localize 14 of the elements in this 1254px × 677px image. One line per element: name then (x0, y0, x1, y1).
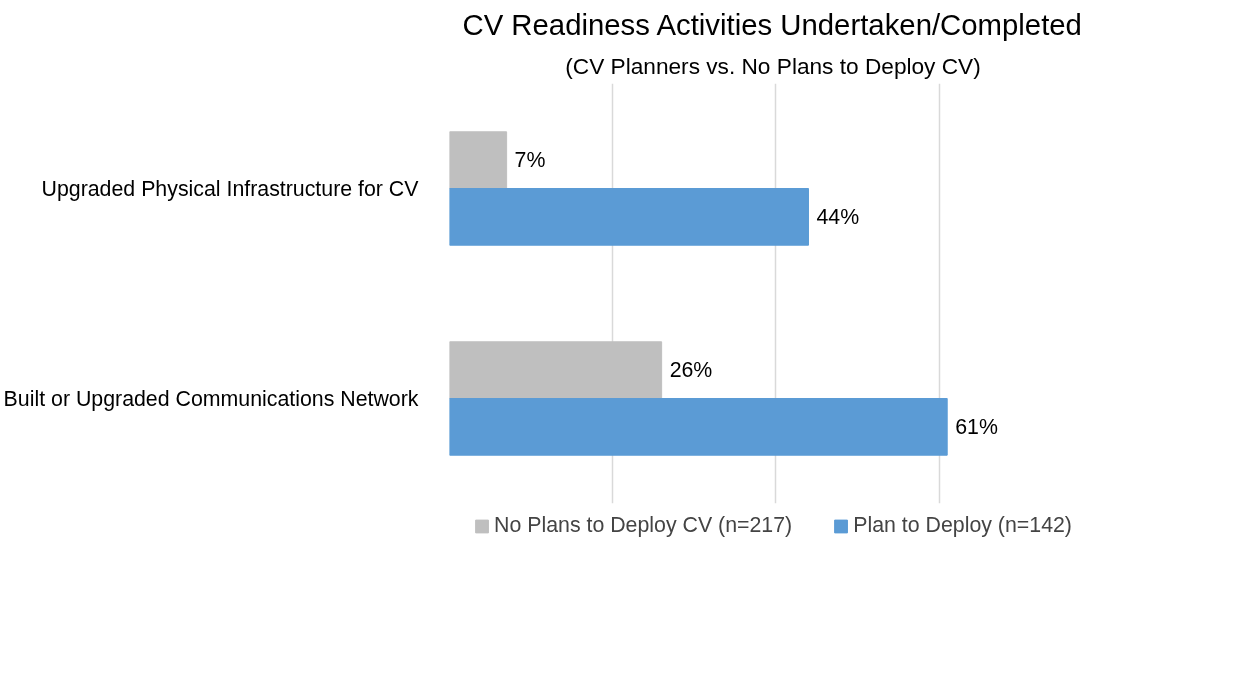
y-tick-label: Upgraded Physical Infrastructure for CV (41, 176, 420, 201)
data-label: 61% (955, 414, 998, 439)
bar (449, 131, 508, 189)
chart-subtitle: (CV Planners vs. No Plans to Deploy CV) (565, 52, 981, 79)
chart-title: CV Readiness Activities Undertaken/Completed (462, 7, 1082, 41)
data-label: 44% (816, 204, 860, 229)
bar (449, 341, 663, 399)
legend-label: No Plans to Deploy CV (n=217) (494, 513, 793, 538)
bar (449, 398, 948, 456)
data-label: 7% (514, 148, 546, 173)
data-label: 26% (669, 358, 713, 383)
legend-label: Plan to Deploy (n=142) (853, 513, 1072, 538)
y-tick-label: Built or Upgraded Communications Network (3, 386, 419, 411)
bar (449, 188, 809, 246)
